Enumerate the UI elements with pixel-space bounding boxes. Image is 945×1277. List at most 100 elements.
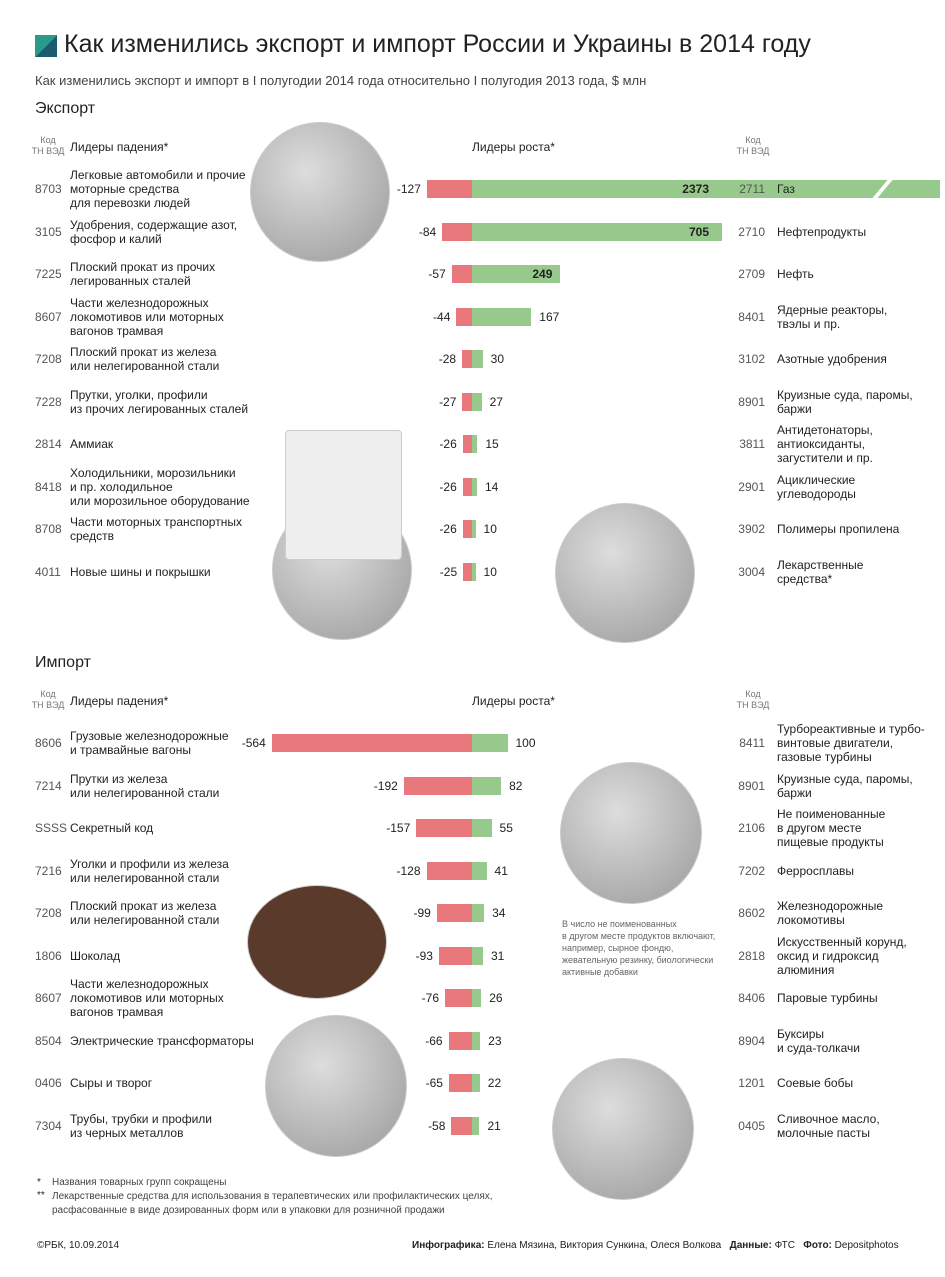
item-label: Секретный код: [70, 821, 154, 835]
bar: [472, 350, 483, 368]
value-label: 82: [509, 778, 523, 793]
item-label: Плоский прокат из прочих легированных ст…: [70, 260, 216, 288]
item-label: Новые шины и покрышки: [70, 564, 211, 579]
section-title: Импорт: [35, 654, 91, 671]
photo-butter: [552, 1058, 694, 1200]
item-label: Не поименованные в другом месте пищевые …: [777, 807, 886, 849]
code: 0405: [738, 1118, 765, 1133]
bar: [448, 1074, 472, 1092]
code-header: Код ТН ВЭД: [736, 689, 770, 710]
code: 7304: [35, 1118, 62, 1133]
code: 2711: [739, 182, 765, 196]
bar: [463, 562, 472, 581]
value-label: -127: [396, 182, 421, 196]
bar: [462, 520, 472, 538]
code: 8904: [738, 1033, 765, 1048]
item-label: Азотные удобрения: [777, 352, 887, 366]
code: 2818: [738, 948, 765, 963]
code-header: Код ТН ВЭД: [736, 135, 770, 156]
footnote: Названия товарных групп сокращены: [52, 1177, 227, 1188]
value-label: 26: [489, 991, 503, 1005]
bar: [472, 861, 487, 880]
code: 8406: [738, 991, 765, 1005]
legend-growth: Лидеры роста*: [472, 140, 555, 154]
value-label: -84: [418, 224, 437, 239]
credits: Инфографика: Елена Мязина, Виктория Сунк…: [412, 1240, 899, 1251]
code: 8708: [35, 522, 62, 536]
code: 8418: [35, 479, 62, 494]
title: Как изменились экспорт и импорт России и…: [64, 30, 811, 58]
value-label: 100: [515, 736, 536, 750]
legend-decline: Лидеры падения*: [70, 694, 169, 708]
value-label: 15: [485, 437, 499, 451]
section-title: Экспорт: [35, 100, 96, 117]
item-label: Буксиры и суда-толкачи: [777, 1026, 860, 1055]
bar: [472, 734, 508, 752]
item-label: Электрические трансформаторы: [70, 1033, 254, 1048]
value-label: -65: [425, 1076, 443, 1090]
item-label: Паровые турбины: [777, 991, 878, 1005]
item-label: Ациклические углеводороды: [777, 472, 856, 501]
bar: [462, 435, 472, 453]
bar: [472, 435, 478, 453]
bar: [426, 180, 472, 198]
logo: [35, 35, 57, 57]
value-label: -44: [433, 309, 451, 324]
item-label: Холодильники, морозильники и пр. холодил…: [70, 465, 250, 508]
bar: [472, 1031, 481, 1050]
code: 7202: [738, 863, 765, 878]
bar: [462, 392, 472, 411]
code: 8411: [739, 736, 765, 750]
footnote: Лекарственные средства для использования…: [52, 1191, 493, 1216]
bar: [472, 222, 723, 241]
item-label: Турбореактивные и турбо- винтовые двигат…: [777, 722, 925, 764]
code: 7214: [35, 778, 62, 793]
bar: [472, 819, 492, 837]
bar: [456, 307, 472, 326]
code: 1806: [35, 948, 62, 963]
value-label: 249: [532, 267, 553, 281]
bar: [451, 1116, 472, 1135]
value-label: 22: [487, 1076, 502, 1090]
value-label: 21: [487, 1118, 501, 1133]
credit: Depositphotos: [834, 1240, 899, 1251]
code: 1201: [738, 1076, 765, 1090]
credit: Елена Мязина, Виктория Сункина, Олеся Во…: [487, 1240, 722, 1251]
item-label: Плоский прокат из железа или нелегирован…: [70, 899, 220, 927]
item-label: Полимеры пропилена: [777, 522, 900, 536]
item-label: Круизные суда, паромы, баржи: [777, 387, 913, 416]
value-label: -192: [373, 778, 398, 793]
code: 8607: [35, 991, 62, 1005]
code: 3811: [739, 437, 765, 451]
value-label: -93: [415, 948, 433, 963]
bar: [451, 265, 472, 283]
item-label: Антидетонаторы, антиоксиданты, загустите…: [777, 423, 873, 465]
value-label: 23: [488, 1033, 502, 1048]
note: В число не поименованных в другом месте …: [562, 919, 716, 977]
item-label: Шоколад: [70, 948, 121, 963]
photo-fridge: [285, 430, 402, 560]
item-label: Нефтепродукты: [777, 224, 867, 239]
code: 8602: [738, 906, 765, 920]
bar: [445, 989, 472, 1007]
credit-label: Инфографика:: [412, 1240, 485, 1251]
code: SSSS: [35, 821, 68, 835]
subtitle: Как изменились экспорт и импорт в I полу…: [35, 73, 647, 88]
bar: [472, 520, 476, 538]
photo-chocolate: [247, 885, 387, 999]
code: 0406: [35, 1076, 62, 1090]
legend-decline: Лидеры падения*: [70, 140, 169, 154]
bar: [472, 776, 502, 795]
item-label: Искусственный корунд, оксид и гидроксид …: [777, 934, 907, 977]
bar: [403, 776, 472, 795]
code: 8401: [738, 309, 765, 324]
item-label: Прутки из железа или нелегированной стал…: [70, 771, 220, 800]
code: 3902: [738, 522, 765, 536]
bar: [472, 1074, 480, 1092]
value-label: -25: [439, 564, 458, 579]
credit: ФТС: [774, 1240, 795, 1251]
item-label: Части железнодорожных локомотивов или мо…: [70, 295, 224, 338]
bar: [472, 562, 476, 581]
bar: [416, 819, 472, 837]
